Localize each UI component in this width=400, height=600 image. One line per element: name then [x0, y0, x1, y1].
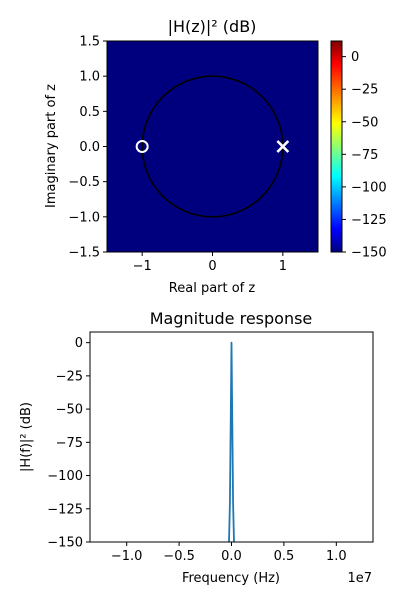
y-tick-label: −1.0 — [68, 210, 100, 225]
series-line — [228, 341, 235, 542]
pole-zero-x-label: Real part of z — [169, 281, 256, 296]
y-tick-label: −150 — [47, 536, 83, 551]
x-tick-label: 0 — [208, 259, 216, 274]
colorbar-frame — [330, 40, 343, 253]
colorbar-tick-label: −100 — [351, 180, 387, 195]
pole-zero-x-ticks: −1 0 1 — [133, 252, 287, 274]
y-tick-label: −25 — [56, 369, 83, 384]
x-tick-label: 0.5 — [274, 549, 295, 564]
x-offset-label: 1e7 — [347, 571, 372, 586]
y-tick-label: −50 — [56, 403, 83, 418]
magnitude-response-x-ticks: −1.0 −0.5 0.0 0.5 1.0 — [111, 542, 347, 564]
pole-marker — [276, 140, 290, 153]
colorbar-tick-label: −125 — [351, 213, 387, 228]
magnitude-response-lines — [228, 341, 235, 542]
colorbar-tick-label: −75 — [351, 148, 378, 163]
x-tick-label: 1 — [279, 259, 287, 274]
magnitude-response-plot: Magnitude response −1.0 −0.5 0.0 0.5 1.0 0 −2… — [19, 309, 374, 586]
y-tick-label: 0.5 — [79, 105, 100, 120]
x-tick-label: −1.0 — [111, 549, 143, 564]
magnitude-response-x-label: Frequency (Hz) — [182, 571, 280, 586]
colorbar-tick-label: −150 — [351, 246, 387, 261]
pole-zero-y-ticks: 1.5 1.0 0.5 0.0 −0.5 −1.0 −1.5 — [68, 35, 107, 261]
y-tick-label: −100 — [47, 469, 83, 484]
magnitude-response-y-label: |H(f)|² (dB) — [19, 402, 34, 472]
x-tick-label: −0.5 — [163, 549, 195, 564]
magnitude-response-title: Magnitude response — [150, 309, 313, 328]
y-tick-label: 1.0 — [79, 70, 100, 85]
y-tick-label: 0.0 — [79, 140, 100, 155]
magnitude-field — [107, 41, 318, 252]
x-tick-label: −1 — [133, 259, 152, 274]
pole-zero-overlay — [135, 75, 290, 218]
y-tick-label: −75 — [56, 436, 83, 451]
y-tick-label: −0.5 — [68, 175, 100, 190]
colorbar-tick-label: −25 — [351, 83, 378, 98]
y-tick-label: −125 — [47, 502, 83, 517]
pole-zero-plot: |H(z)|² (dB) −1 0 1 1.5 1.0 0.5 0.0 −0.5 −1.0 −1… — [44, 17, 387, 296]
x-tick-label: 0.0 — [221, 549, 242, 564]
y-tick-label: 1.5 — [79, 35, 100, 50]
y-tick-label: −1.5 — [68, 246, 100, 261]
x-tick-label: 1.0 — [326, 549, 347, 564]
colorbar — [331, 41, 342, 252]
colorbar-ticks: 0 −25 −50 −75 −100 −125 −150 — [342, 50, 387, 261]
magnitude-response-y-ticks: 0 −25 −50 −75 −100 −125 −150 — [47, 336, 90, 551]
colorbar-tick-label: −50 — [351, 115, 378, 130]
pole-marker-stroke — [276, 140, 290, 153]
zero-marker — [135, 140, 149, 153]
y-tick-label: 0 — [75, 336, 83, 351]
colorbar-tick-label: 0 — [351, 50, 359, 65]
pole-zero-title: |H(z)|² (dB) — [168, 17, 257, 36]
pole-zero-y-label: Imaginary part of z — [44, 84, 59, 208]
